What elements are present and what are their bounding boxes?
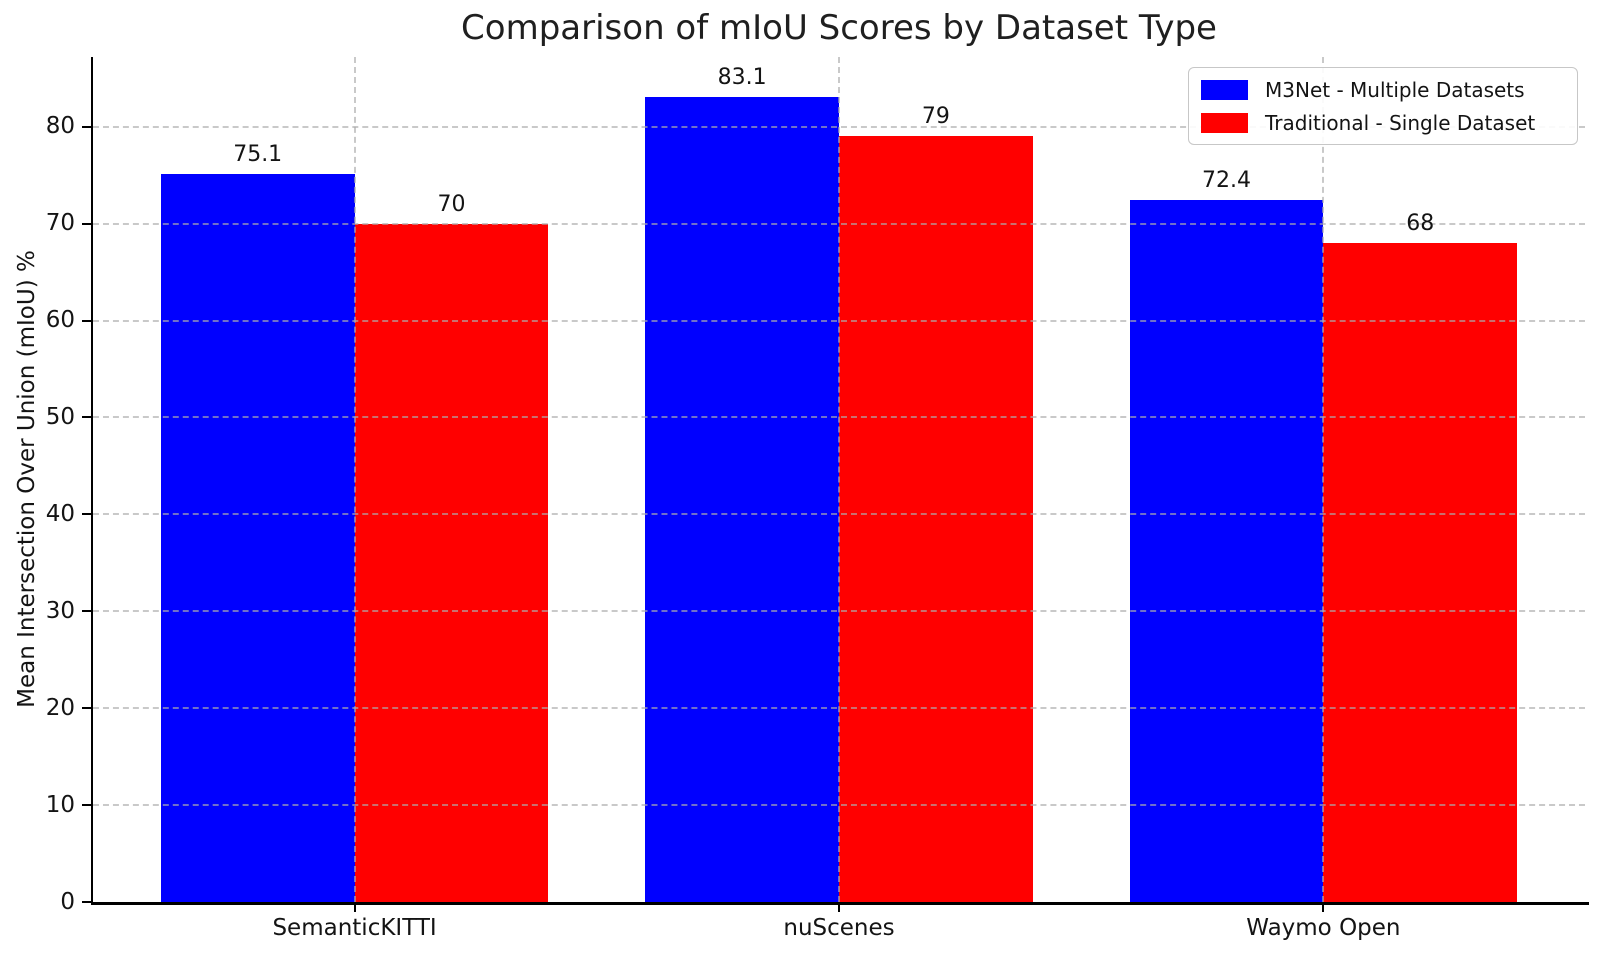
plot-area: 0 10 20 30 40 50 60 70 80 SemanticKITTI 75.1 70 nuSc… [46,57,1589,941]
y-tick-label: 60 [45,307,75,334]
x-tick-label-semantickitti: SemanticKITTI [272,915,437,941]
bar-traditional-nuscenes [839,136,1033,902]
bar-value-label: 75.1 [233,142,283,168]
x-tick-mark [353,904,356,912]
x-tick-label-nuscenes: nuScenes [783,915,895,941]
y-tick-mark [82,416,91,419]
x-tick-label-waymo-open: Waymo Open [1246,915,1401,941]
bar-value-label: 72.4 [1202,168,1252,194]
y-tick-label: 0 [60,888,75,915]
y-tick-mark [82,804,91,807]
y-tick-label: 30 [45,597,75,624]
gridline-vertical [1322,57,1325,902]
bar-value-label: 68 [1406,211,1435,237]
x-tick-mark [1322,904,1325,912]
bar-traditional-semantickitti [354,223,549,902]
y-tick-label: 50 [45,403,75,430]
bar-traditional-waymo-open [1323,243,1518,902]
legend-row: M3Net - Multiple Datasets [1201,78,1565,102]
gridline-vertical [353,57,356,902]
y-tick-label: 40 [45,500,75,527]
legend-label-traditional: Traditional - Single Dataset [1265,110,1536,135]
x-axis-spine [91,902,1589,905]
legend-label-m3net: M3Net - Multiple Datasets [1265,77,1525,102]
bar-m3net-nuscenes [645,96,839,902]
y-tick-label: 70 [45,210,75,237]
gridline-vertical [838,57,840,902]
legend-row: Traditional - Single Dataset [1201,111,1565,135]
bar-value-label: 83.1 [717,64,767,90]
bar-value-label: 70 [437,191,466,217]
y-tick-mark [82,901,91,903]
y-tick-mark [82,319,91,322]
y-tick-label: 80 [45,113,75,140]
bar-value-label: 79 [921,104,950,130]
y-tick-mark [82,125,91,128]
bar-m3net-waymo-open [1129,200,1324,902]
y-tick-mark [82,707,91,710]
y-axis-spine [91,57,93,904]
y-tick-mark [82,513,91,516]
legend: M3Net - Multiple Datasets Traditional - … [1188,67,1578,145]
chart-title: Comparison of mIoU Scores by Dataset Typ… [461,8,1217,48]
bar-m3net-semantickitti [160,174,355,902]
legend-swatch-traditional [1201,112,1248,133]
y-tick-label: 20 [45,694,75,721]
x-tick-mark [838,904,840,912]
legend-swatch-m3net [1201,79,1248,100]
y-tick-mark [82,610,91,613]
y-tick-mark [82,222,91,225]
y-tick-label: 10 [45,791,75,818]
